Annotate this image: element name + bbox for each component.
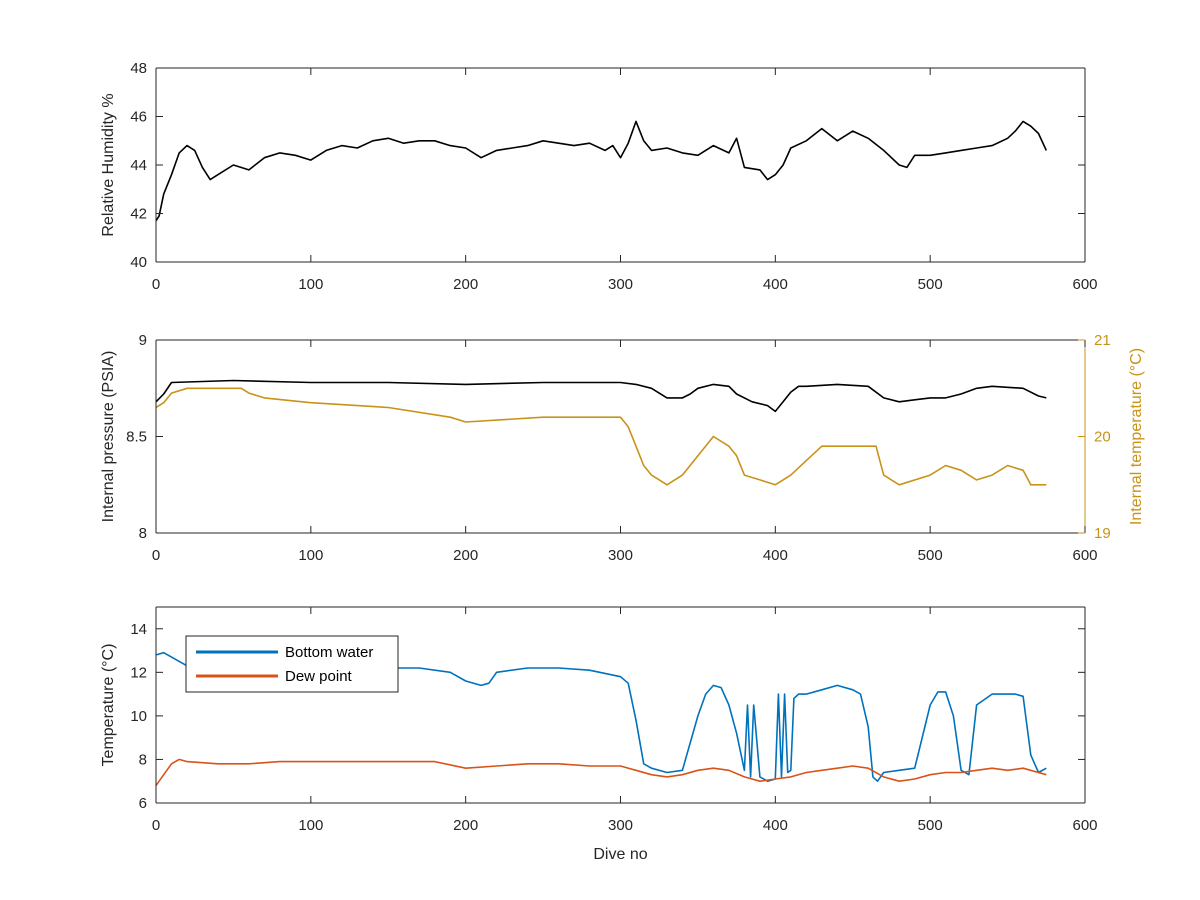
y2-axis-label: Internal temperature (°C) bbox=[1128, 348, 1145, 525]
x-tick-label: 200 bbox=[453, 817, 478, 834]
x-axis-label: Dive no bbox=[593, 846, 647, 863]
x-tick-label: 300 bbox=[608, 276, 633, 293]
y-axis-label: Temperature (°C) bbox=[100, 644, 117, 767]
pressure-temperature-panel: 0 100 200 300 400 500 600 8 8.5 9 19 20 21 Internal t… bbox=[100, 332, 1145, 564]
x-tick-label: 100 bbox=[298, 817, 323, 834]
y-tick-label: 40 bbox=[130, 254, 147, 271]
x-tick-label: 0 bbox=[152, 547, 160, 564]
temperature-panel: 0 100 200 300 400 500 600 6 8 10 12 14 Temperature (… bbox=[100, 606, 1098, 863]
y-axis-label: Internal pressure (PSIA) bbox=[100, 351, 117, 523]
series-lines bbox=[156, 120, 1048, 222]
x-tick-label: 200 bbox=[453, 547, 478, 564]
x-tick-label: 500 bbox=[918, 276, 943, 293]
x-tick-label: 500 bbox=[918, 817, 943, 834]
x-tick-label: 0 bbox=[152, 276, 160, 293]
y-tick-label: 8 bbox=[139, 525, 147, 542]
y-tick-label: 9 bbox=[139, 332, 147, 349]
internal-temperature-line bbox=[156, 387, 1047, 486]
y-tick-label: 12 bbox=[130, 664, 147, 681]
series-lines bbox=[156, 651, 1047, 787]
y-tick-label: 48 bbox=[130, 60, 147, 77]
internal-pressure-line bbox=[156, 379, 1047, 413]
y2-tick-label: 19 bbox=[1094, 525, 1111, 542]
x-tick-label: 100 bbox=[298, 276, 323, 293]
x-tick-label: 0 bbox=[152, 817, 160, 834]
legend-box bbox=[185, 635, 399, 693]
x-tick-label: 400 bbox=[763, 276, 788, 293]
x-tick-label: 400 bbox=[763, 547, 788, 564]
x-tick-label: 600 bbox=[1072, 547, 1097, 564]
bottom-water-line bbox=[156, 651, 1047, 782]
y-tick-label: 46 bbox=[130, 109, 147, 126]
x-tick-label: 600 bbox=[1072, 817, 1097, 834]
x-tick-label: 300 bbox=[608, 817, 633, 834]
x-tick-label: 300 bbox=[608, 547, 633, 564]
y-axis-label: Relative Humidity % bbox=[100, 93, 117, 236]
dew-point-line bbox=[156, 758, 1047, 787]
legend-label-bottom-water: Bottom water bbox=[285, 644, 373, 661]
x-tick-label: 100 bbox=[298, 547, 323, 564]
y-tick-label: 10 bbox=[130, 708, 147, 725]
y2-tick-label: 21 bbox=[1094, 332, 1111, 349]
y-tick-label: 8.5 bbox=[126, 429, 147, 446]
x-tick-label: 200 bbox=[453, 276, 478, 293]
y-tick-label: 6 bbox=[139, 795, 147, 812]
legend: Bottom water Dew point bbox=[185, 635, 399, 693]
y-tick-label: 8 bbox=[139, 751, 147, 768]
legend-label-dew-point: Dew point bbox=[285, 668, 353, 685]
y2-tick-label: 20 bbox=[1094, 429, 1111, 446]
y-tick-label: 14 bbox=[130, 621, 147, 638]
relative-humidity-line bbox=[156, 120, 1048, 222]
x-tick-label: 600 bbox=[1072, 276, 1097, 293]
x-tick-label: 400 bbox=[763, 817, 788, 834]
y-tick-label: 44 bbox=[130, 157, 147, 174]
x-tick-label: 500 bbox=[918, 547, 943, 564]
series-lines bbox=[156, 379, 1047, 486]
humidity-panel: 0 100 200 300 400 500 600 40 42 44 46 48 Relative Hu… bbox=[100, 60, 1098, 293]
y-tick-label: 42 bbox=[130, 206, 147, 223]
